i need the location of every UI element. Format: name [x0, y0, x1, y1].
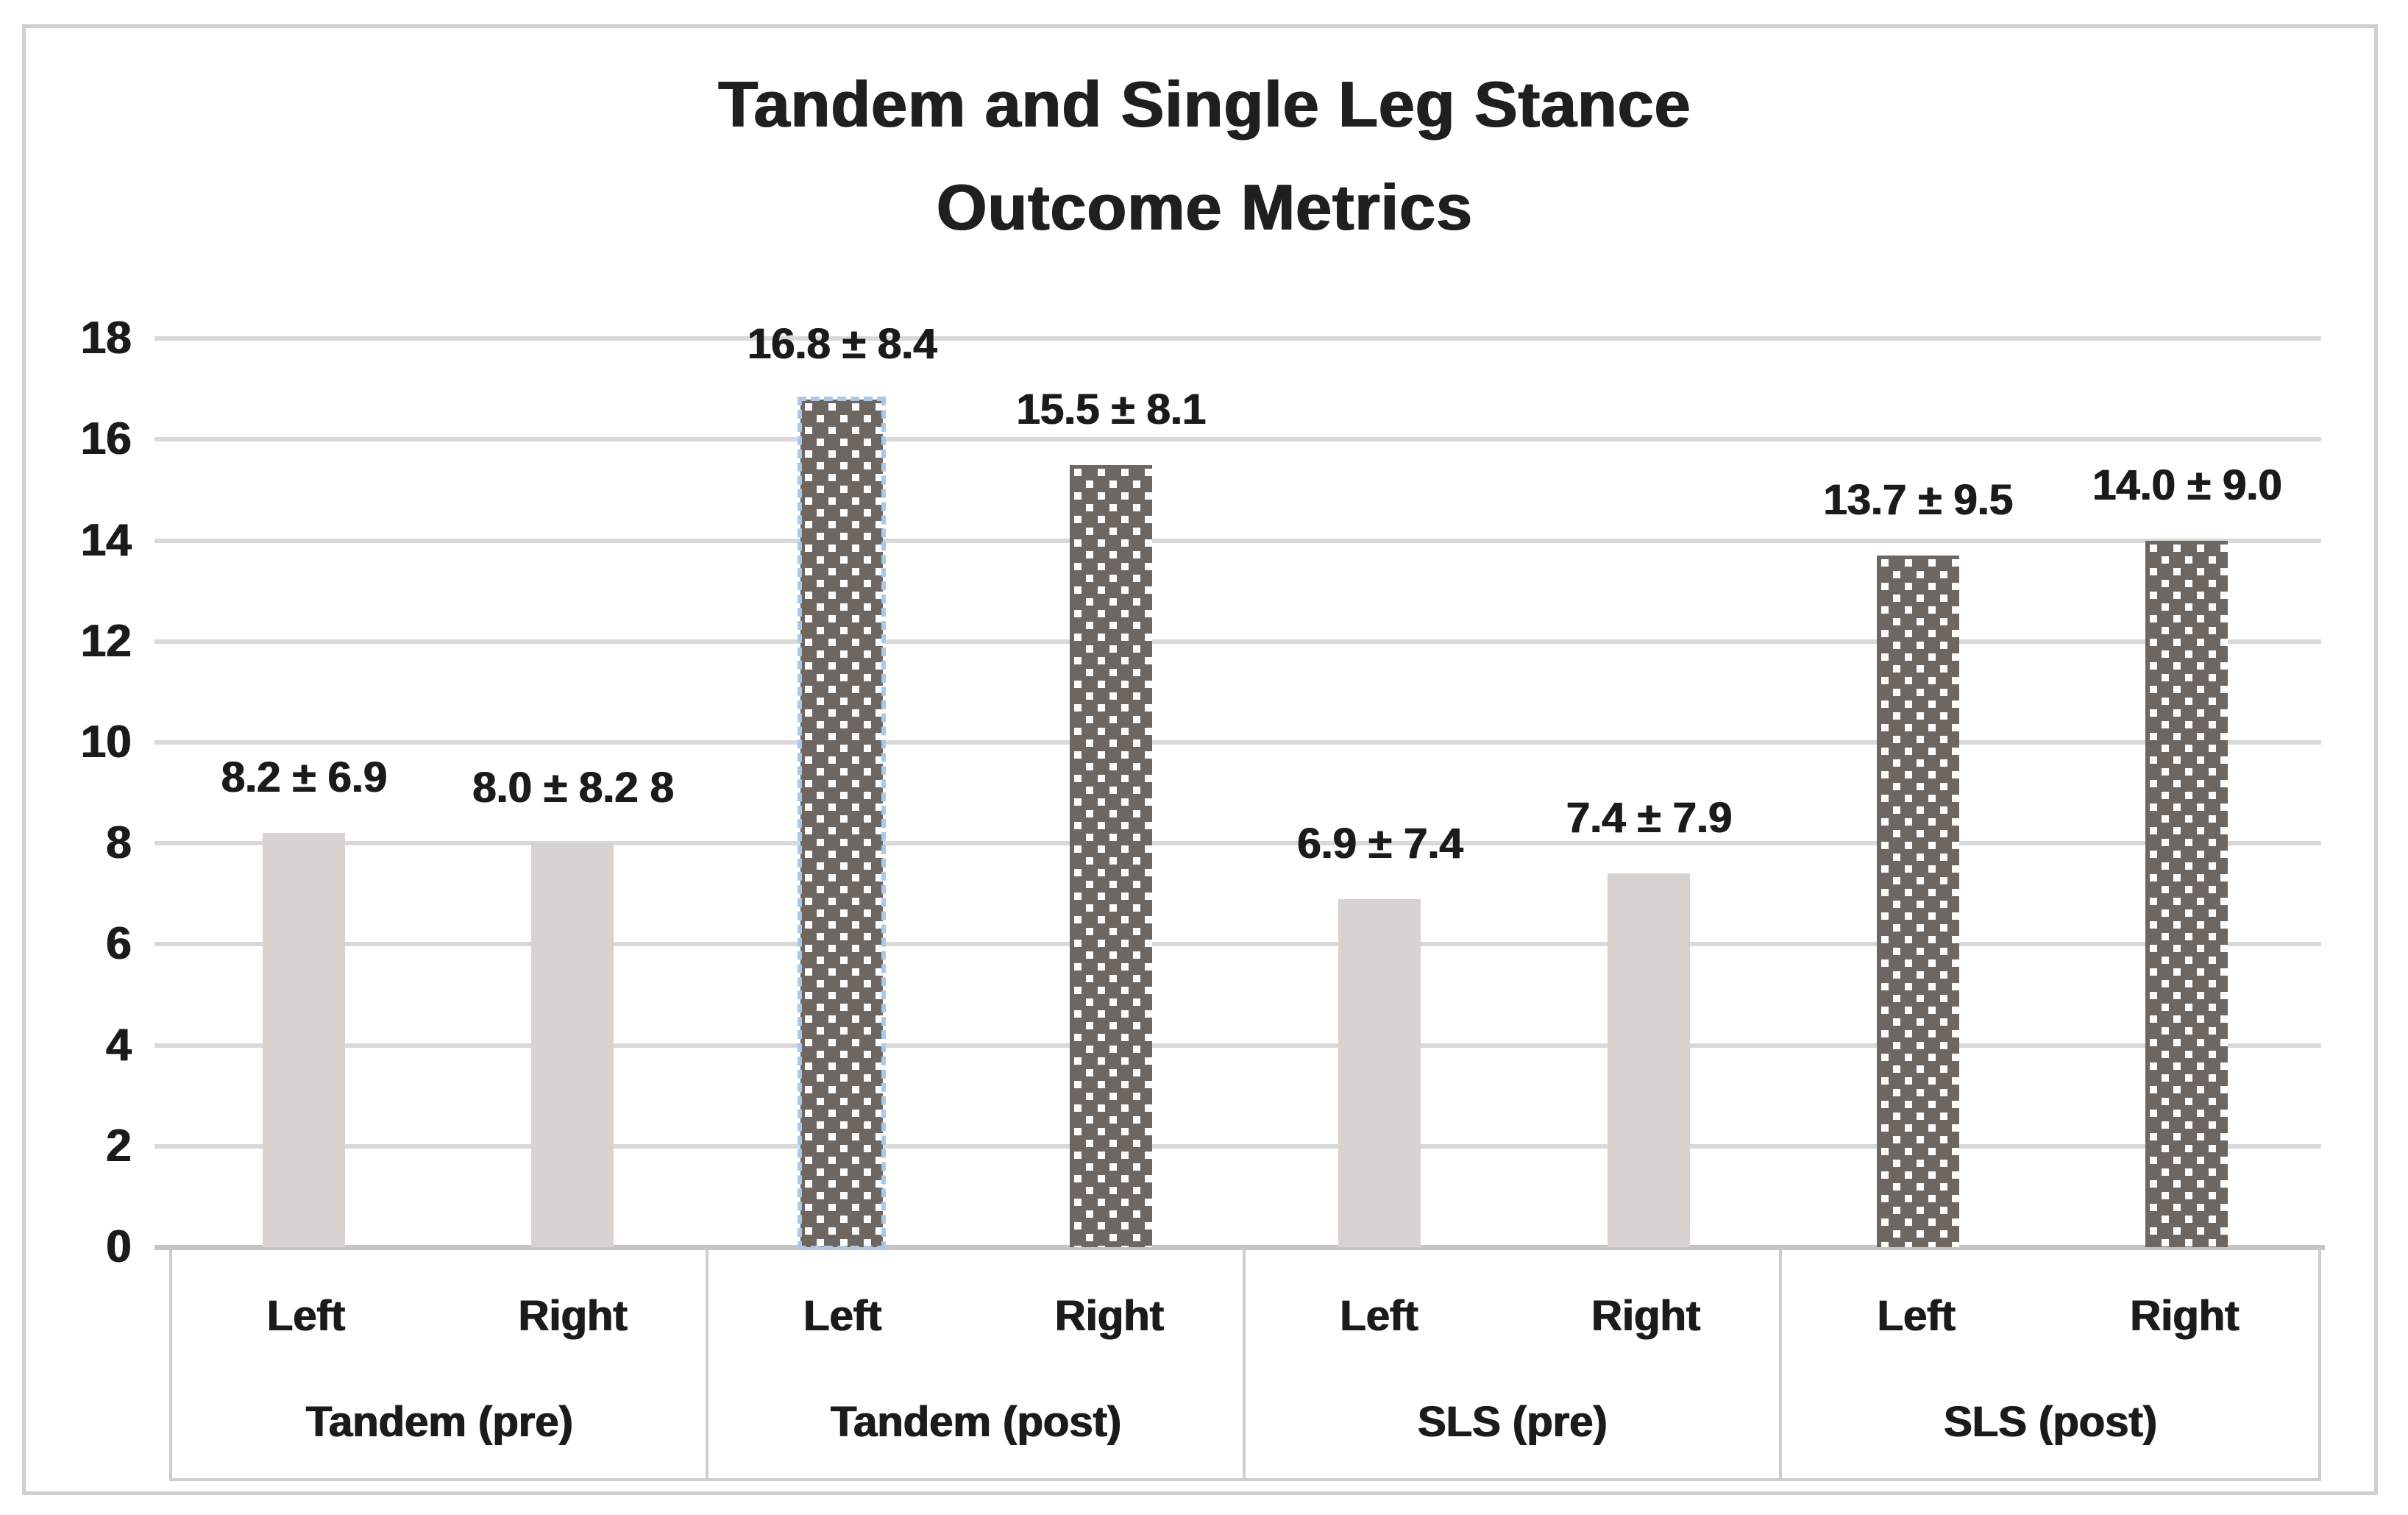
y-tick-label-10: 10 [80, 717, 131, 767]
bar-tandem-pre-right [531, 843, 614, 1247]
bar-value-label: 15.5 ± 8.1 [1015, 385, 1206, 433]
gridline-4 [155, 1043, 2321, 1048]
side-label-left: Left [1339, 1292, 1418, 1340]
chart-title-line1: Tandem and Single Leg Stance [717, 68, 1691, 141]
gridline-6 [155, 942, 2321, 947]
bar-sls-post-right [2145, 540, 2228, 1247]
bar-sls-pre-right [1607, 873, 1690, 1247]
y-tick-label-4: 4 [105, 1019, 131, 1071]
bar-value-label: 8.2 ± 6.9 [221, 753, 387, 802]
bar-sls-pre-left [1338, 898, 1421, 1247]
y-tick-label-0: 0 [105, 1221, 131, 1272]
axis-group-cell: Left Right SLS (pre) [1246, 1249, 1782, 1478]
y-tick-label-16: 16 [80, 414, 131, 465]
group-label: Tandem (pre) [305, 1398, 573, 1446]
side-label-row: Left Right [1246, 1291, 1779, 1342]
bar-tandem-pre-left [262, 833, 345, 1247]
bar-tandem-post-right [1069, 464, 1152, 1247]
axis-group-cell: Left Right Tandem (pre) [172, 1249, 709, 1478]
gridline-8 [155, 841, 2321, 846]
gridline-10 [155, 740, 2321, 745]
group-label: Tandem (post) [830, 1398, 1121, 1446]
y-tick-label-6: 6 [105, 918, 131, 970]
bar-value-label: 8.0 ± 8.2 8 [472, 764, 674, 812]
x-axis-line [155, 1245, 2325, 1250]
side-label-row: Left Right [708, 1291, 1242, 1342]
side-label-right: Right [517, 1292, 628, 1340]
bar-tandem-post-left [798, 396, 887, 1250]
group-label: SLS (post) [1943, 1398, 2157, 1446]
gridline-2 [155, 1143, 2321, 1149]
side-label-right: Right [1054, 1292, 1164, 1340]
side-label-left: Left [1876, 1292, 1956, 1340]
bar-value-label: 13.7 ± 9.5 [1822, 476, 2013, 525]
category-axis-box: Left Right Tandem (pre) Left Right Tandem (po… [169, 1249, 2321, 1481]
chart-outer-frame [22, 24, 2378, 1495]
bar-value-label: 16.8 ± 8.4 [747, 319, 937, 368]
bar-value-label: 7.4 ± 7.9 [1566, 794, 1732, 842]
y-tick-label-18: 18 [80, 313, 131, 364]
side-label-left: Left [266, 1292, 345, 1340]
chart-title-line2: Outcome Metrics [936, 171, 1472, 244]
side-label-right: Right [1591, 1292, 1700, 1340]
axis-group-cell: Left Right SLS (post) [1782, 1249, 2318, 1478]
y-tick-label-8: 8 [105, 817, 131, 869]
y-tick-label-14: 14 [80, 514, 131, 566]
gridline-14 [155, 538, 2321, 543]
gridline-18 [155, 336, 2321, 341]
bar-value-label: 14.0 ± 9.0 [2092, 461, 2281, 509]
side-label-row: Left Right [1782, 1291, 2318, 1342]
side-label-row: Left Right [172, 1291, 706, 1342]
gridline-12 [155, 639, 2321, 644]
axis-group-cell: Left Right Tandem (post) [708, 1249, 1246, 1478]
y-tick-label-12: 12 [80, 615, 131, 667]
gridline-16 [155, 437, 2321, 442]
bar-sls-post-left [1876, 556, 1959, 1247]
y-tick-label-2: 2 [105, 1120, 131, 1171]
side-label-right: Right [2129, 1292, 2239, 1340]
bar-value-label: 6.9 ± 7.4 [1296, 819, 1463, 868]
side-label-left: Left [803, 1292, 881, 1340]
group-label: SLS (pre) [1417, 1398, 1608, 1446]
chart-title: Tandem and Single Leg Stance Outcome Met… [0, 53, 2408, 259]
